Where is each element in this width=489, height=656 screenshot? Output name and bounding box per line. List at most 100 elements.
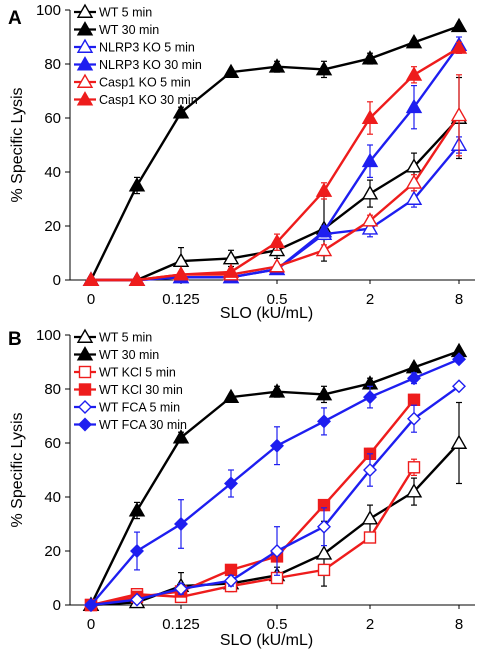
panel-letter: A — [8, 8, 22, 29]
data-point — [172, 104, 190, 119]
legend-label: WT KCl 30 min — [99, 383, 183, 397]
data-point — [407, 371, 421, 386]
data-point — [128, 271, 146, 286]
data-point — [405, 190, 423, 205]
legend-marker — [76, 346, 94, 361]
y-tick-label: 100 — [36, 327, 61, 344]
data-point — [405, 174, 423, 189]
legend-marker — [78, 365, 92, 379]
data-point — [130, 592, 144, 607]
data-point — [361, 212, 379, 227]
x-tick-label: 8 — [455, 616, 463, 633]
data-point — [84, 598, 98, 612]
data-point — [317, 563, 331, 577]
data-point — [363, 463, 377, 477]
y-tick-label: 80 — [44, 381, 61, 398]
legend-marker — [76, 38, 94, 53]
series-wt-30-min — [82, 17, 468, 286]
y-axis-title: % Specific Lysis — [9, 413, 26, 528]
y-tick-label: 0 — [53, 272, 61, 289]
x-tick-label: 0 — [87, 616, 95, 633]
x-tick-label: 2 — [366, 616, 374, 633]
data-point — [361, 185, 379, 200]
data-point — [172, 266, 190, 281]
data-point — [222, 388, 240, 404]
legend-label: WT 5 min — [99, 331, 152, 345]
data-point — [315, 60, 333, 76]
x-tick-label: 0.5 — [267, 616, 288, 633]
legend-label: Casp1 KO 5 min — [99, 76, 191, 90]
data-point — [361, 152, 379, 168]
legend: WT 5 min WT 30 min WT KCl 5 min WT KCl 30 m… — [74, 328, 187, 432]
data-point — [407, 411, 421, 426]
series-line — [90, 399, 415, 607]
series-wt-fca-30-min — [84, 352, 466, 612]
data-point — [450, 434, 468, 449]
y-tick-label: 0 — [53, 597, 61, 614]
data-point — [317, 519, 331, 534]
legend-marker — [76, 56, 94, 71]
chart-panel-a: A 0 20 40 60 80 100 0 0.125 0.5 2 8 SLO (kU/mL) % Spe… — [8, 2, 475, 322]
series-casp1-ko-30-min — [82, 39, 468, 286]
data-point — [268, 383, 286, 398]
y-tick-label: 60 — [44, 110, 61, 127]
data-point — [315, 222, 333, 238]
data-point — [361, 50, 379, 65]
legend-label: NLRP3 KO 5 min — [99, 41, 195, 55]
data-point — [361, 220, 379, 235]
legend-marker — [76, 73, 94, 88]
x-axis-title: SLO (kU/mL) — [220, 632, 313, 649]
data-point — [407, 461, 421, 474]
data-point — [315, 241, 333, 257]
panel-letter: B — [8, 329, 22, 350]
data-point — [317, 414, 331, 429]
data-point — [405, 483, 423, 498]
legend-label: NLRP3 KO 30 min — [99, 58, 202, 72]
data-point — [172, 429, 190, 444]
legend-label: Casp1 KO 30 min — [99, 93, 198, 107]
data-point — [405, 98, 423, 114]
legend-label: WT 5 min — [99, 6, 152, 20]
legend-marker — [76, 3, 94, 18]
data-point — [224, 573, 238, 588]
data-point — [405, 158, 423, 173]
x-tick-label: 0.125 — [162, 616, 200, 633]
data-point — [405, 66, 423, 81]
y-tick-label: 100 — [36, 2, 61, 19]
series-wt-fca-5-min — [84, 379, 466, 612]
legend-label: WT FCA 5 min — [99, 401, 180, 415]
series-line — [91, 144, 460, 282]
data-point — [268, 233, 286, 249]
data-point — [315, 385, 333, 401]
y-tick-label: 20 — [44, 543, 61, 560]
legend-label: WT 30 min — [99, 348, 159, 362]
legend-marker — [78, 383, 92, 396]
data-point — [361, 510, 379, 525]
data-point — [130, 544, 144, 558]
data-point — [407, 393, 421, 407]
legend-marker — [78, 400, 92, 414]
series-line — [90, 466, 416, 607]
data-point — [270, 438, 284, 453]
x-axis-title: SLO (kU/mL) — [220, 305, 313, 322]
data-point — [82, 271, 100, 286]
data-point — [270, 544, 284, 558]
data-point — [450, 106, 468, 122]
legend-marker — [78, 417, 92, 432]
legend: WT 5 min WT 30 min NLRP3 KO 5 min NLRP3 KO … — [74, 3, 202, 107]
series-wt-30-min — [82, 342, 468, 611]
data-point — [224, 476, 238, 491]
data-point — [128, 502, 146, 517]
data-point — [450, 17, 468, 33]
chart-panel-b: B 0 20 40 60 80 100 0 0.125 0.5 2 8 SLO (kU/mL) % Spe… — [8, 327, 475, 649]
data-point — [222, 63, 240, 79]
y-tick-label: 80 — [44, 56, 61, 73]
y-tick-label: 20 — [44, 218, 61, 235]
x-tick-label: 8 — [455, 291, 463, 308]
data-point — [315, 182, 333, 197]
data-point — [450, 39, 468, 54]
data-point — [315, 545, 333, 560]
data-point — [363, 531, 377, 544]
legend-marker — [76, 91, 94, 106]
data-point — [222, 263, 240, 278]
